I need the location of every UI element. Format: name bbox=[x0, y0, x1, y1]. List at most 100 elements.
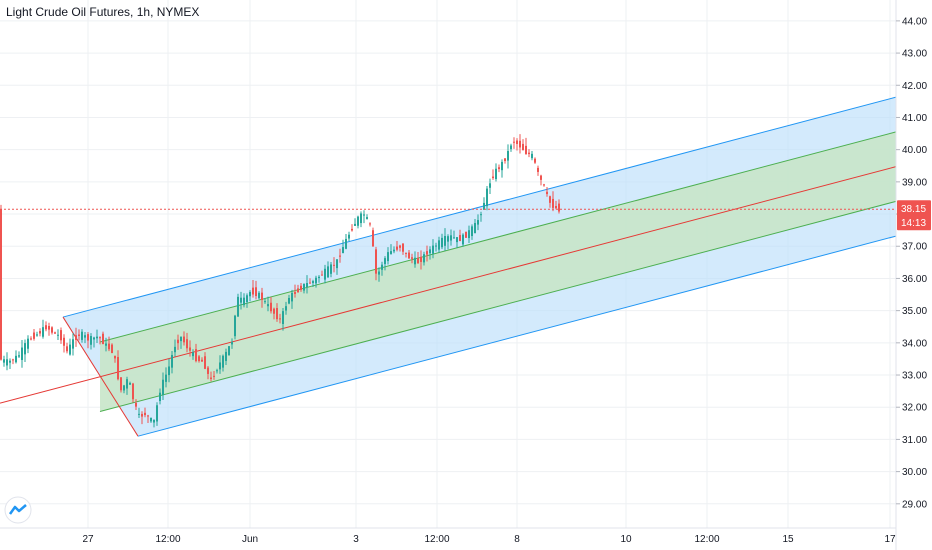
candle-body bbox=[423, 254, 425, 263]
pitchfork-inner-upper-line bbox=[99, 131, 897, 343]
candle-body bbox=[495, 168, 497, 180]
candle-body bbox=[558, 203, 560, 212]
time-axis-label: 15 bbox=[782, 534, 794, 545]
candle-body bbox=[411, 257, 413, 259]
candle-body bbox=[543, 184, 545, 186]
candle-body bbox=[555, 205, 557, 209]
candle-body bbox=[333, 264, 335, 266]
candle-body bbox=[513, 141, 515, 143]
candle-body bbox=[246, 295, 248, 303]
tradingview-logo-icon[interactable] bbox=[4, 496, 32, 524]
candle-body bbox=[534, 158, 536, 163]
candle-body bbox=[36, 334, 38, 336]
candle-body bbox=[291, 292, 293, 302]
candlestick-series bbox=[0, 134, 560, 428]
candle-body bbox=[90, 336, 92, 345]
candle-body bbox=[324, 268, 326, 280]
candle-body bbox=[318, 276, 320, 279]
candle-body bbox=[330, 264, 332, 274]
candle-body bbox=[210, 377, 212, 379]
candle-body bbox=[78, 334, 80, 336]
candle-body bbox=[294, 292, 296, 294]
candle-body bbox=[288, 297, 290, 304]
candle-body bbox=[465, 231, 467, 238]
candle-body bbox=[18, 355, 20, 357]
candle-body bbox=[393, 249, 395, 252]
time-axis-label: 8 bbox=[514, 534, 520, 545]
price-axis-label: 40.00 bbox=[902, 145, 927, 156]
price-axis-label: 42.00 bbox=[902, 81, 927, 92]
candle-body bbox=[57, 334, 59, 336]
candle-body bbox=[222, 355, 224, 368]
candle-body bbox=[189, 347, 191, 351]
candle-body bbox=[159, 392, 161, 402]
candle-body bbox=[138, 413, 140, 415]
candle-body bbox=[27, 338, 29, 349]
candle-body bbox=[63, 337, 65, 346]
price-axis: 29.00 30.00 31.00 32.00 33.00 34.00 35.00 36.00… bbox=[895, 0, 927, 550]
candle-body bbox=[231, 342, 233, 345]
chart-title: Light Crude Oil Futures, 1h, NYMEX bbox=[6, 5, 200, 19]
last-price-badge: 38.15 14:13 bbox=[897, 200, 931, 231]
pitchfork-channel bbox=[0, 96, 897, 437]
price-axis-label: 34.00 bbox=[902, 338, 927, 349]
candle-body bbox=[99, 337, 101, 339]
candle-body bbox=[315, 277, 317, 284]
candle-body bbox=[162, 379, 164, 395]
candle-body bbox=[297, 288, 299, 293]
candle-body bbox=[84, 335, 86, 338]
candle-body bbox=[477, 220, 479, 225]
price-axis-label: 29.00 bbox=[902, 499, 927, 510]
candle-body bbox=[492, 176, 494, 179]
candle-body bbox=[420, 256, 422, 262]
candle-body bbox=[237, 296, 239, 317]
pitchfork-median-line bbox=[0, 166, 897, 404]
price-axis-label: 30.00 bbox=[902, 467, 927, 478]
candle-body bbox=[468, 230, 470, 239]
candle-body bbox=[360, 213, 362, 224]
candle-body bbox=[195, 349, 197, 362]
candle-body bbox=[483, 202, 485, 210]
candle-body bbox=[186, 339, 188, 349]
candle-body bbox=[342, 247, 344, 254]
candle-body bbox=[300, 285, 302, 290]
candle-body bbox=[135, 402, 137, 407]
candle-body bbox=[444, 236, 446, 246]
candle-body bbox=[69, 344, 71, 355]
candle-body bbox=[285, 306, 287, 311]
candle-body bbox=[519, 140, 521, 148]
candle-body bbox=[66, 346, 68, 352]
candle-body bbox=[213, 375, 215, 377]
time-axis: 27 12:00 Jun 3 12:00 8 10 12:00 15 17 bbox=[0, 527, 896, 545]
candle-body bbox=[384, 258, 386, 265]
candle-body bbox=[390, 251, 392, 254]
candle-body bbox=[234, 315, 236, 337]
candle-body bbox=[39, 331, 41, 334]
candle-body bbox=[549, 196, 551, 203]
candle-body bbox=[486, 188, 488, 207]
price-axis-label: 36.00 bbox=[902, 274, 927, 285]
candle-body bbox=[387, 252, 389, 262]
candle-body bbox=[114, 355, 116, 359]
candle-body bbox=[156, 405, 158, 422]
candle-body bbox=[96, 336, 98, 339]
candle-body bbox=[198, 356, 200, 362]
candle-body bbox=[270, 302, 272, 312]
candle-body bbox=[225, 351, 227, 361]
candle-body bbox=[354, 223, 356, 226]
candle-body bbox=[120, 377, 122, 391]
candle-body bbox=[501, 161, 503, 171]
candle-body bbox=[303, 283, 305, 291]
candle-body bbox=[24, 343, 26, 355]
candle-body bbox=[378, 271, 380, 275]
candle-body bbox=[168, 366, 170, 376]
candle-body bbox=[336, 259, 338, 269]
time-axis-label: 27 bbox=[82, 534, 94, 545]
candle-body bbox=[531, 153, 533, 159]
candle-body bbox=[150, 417, 152, 422]
candle-body bbox=[369, 223, 371, 225]
candle-body bbox=[21, 347, 23, 360]
candle-body bbox=[216, 370, 218, 372]
candle-body bbox=[177, 339, 179, 344]
